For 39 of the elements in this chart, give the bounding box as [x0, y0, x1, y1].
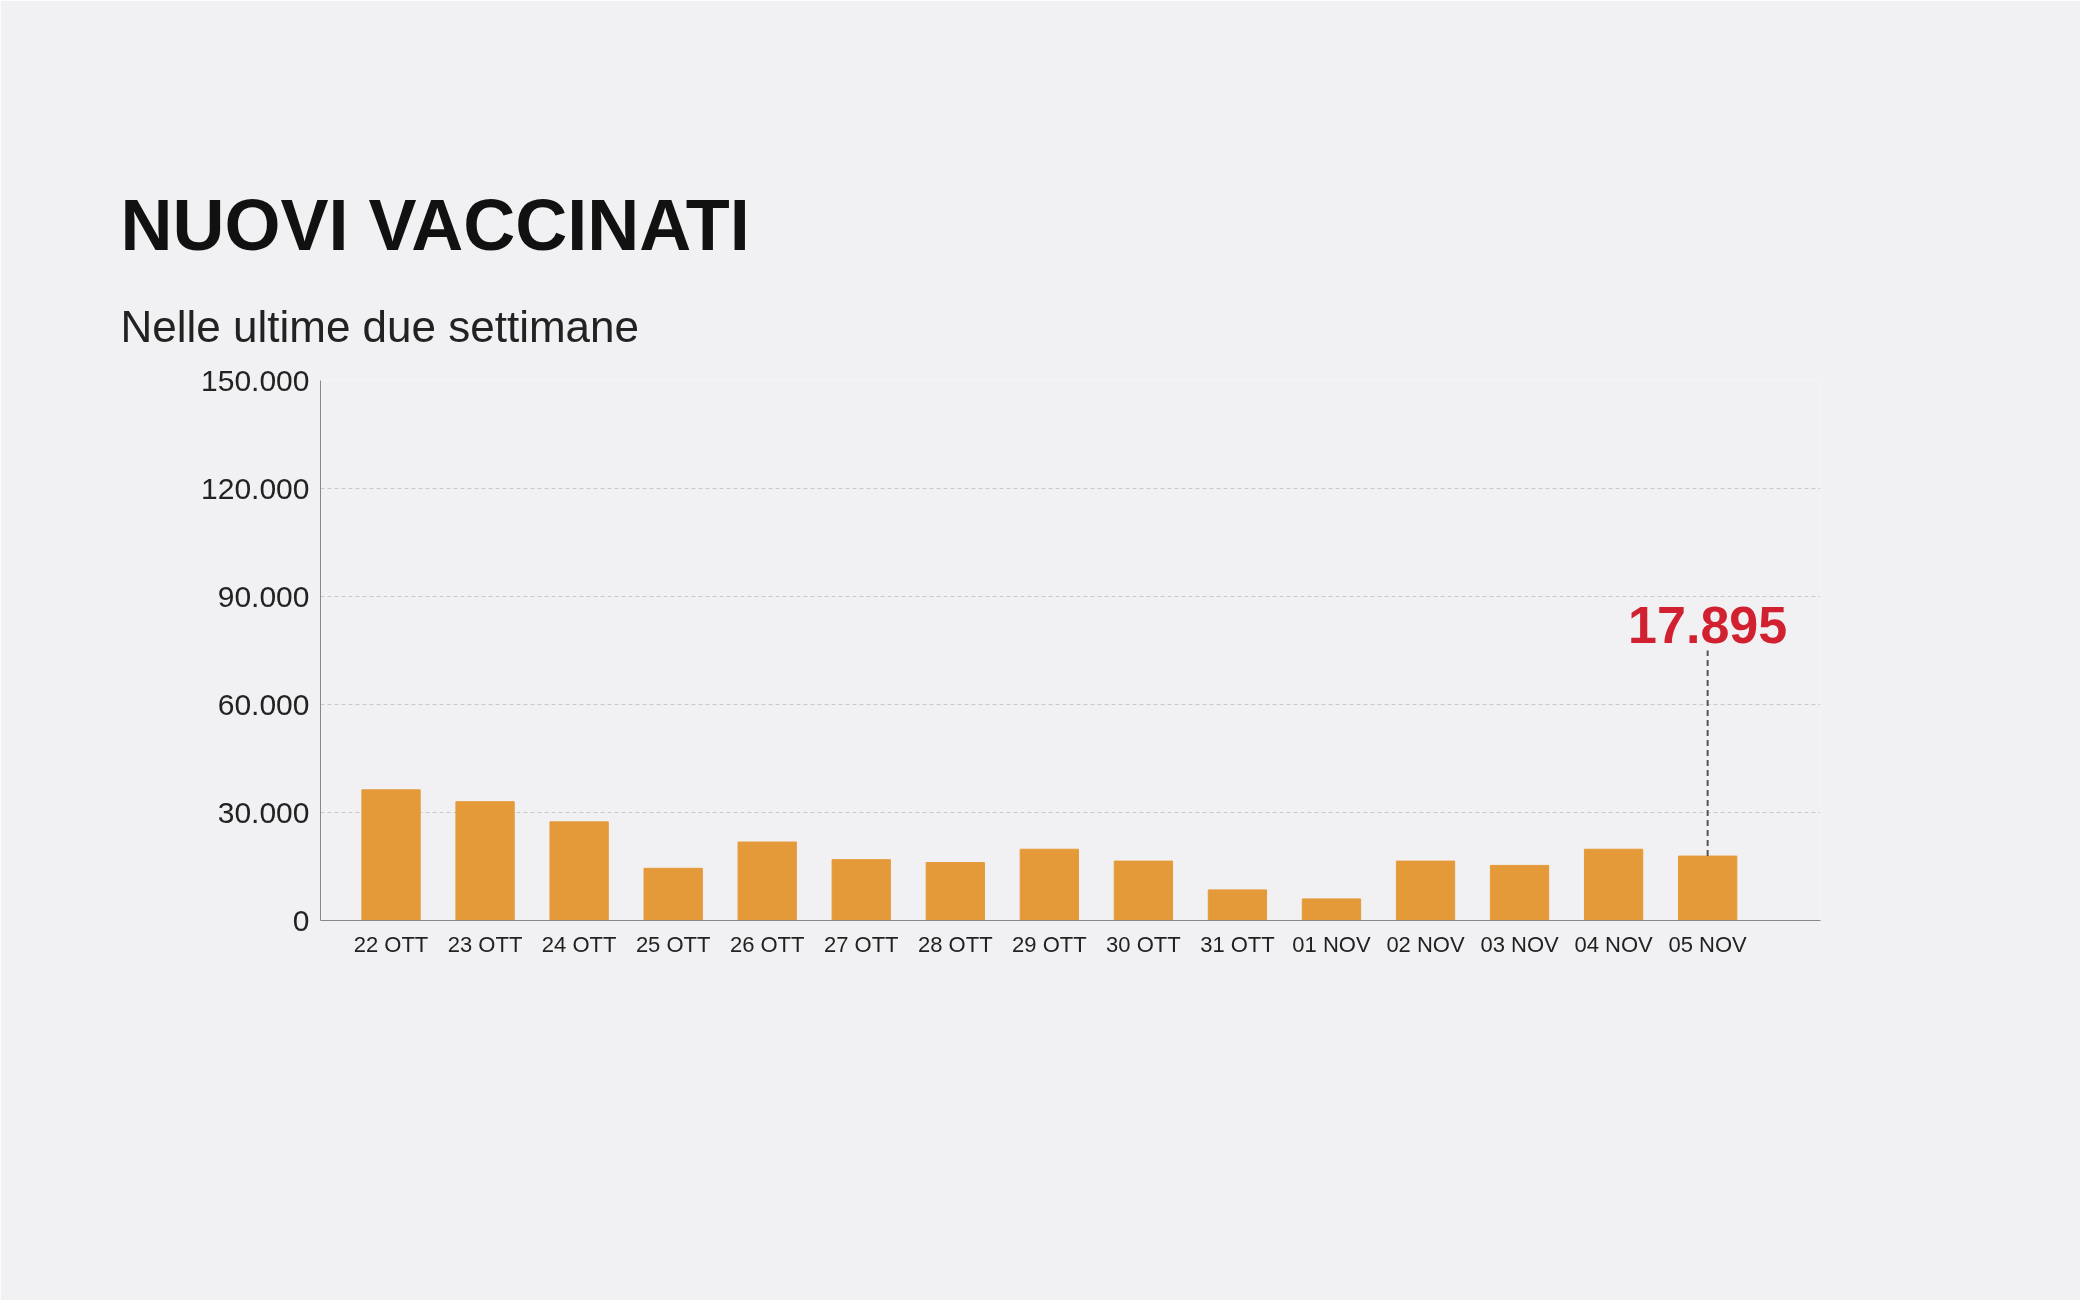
bar — [1677, 855, 1738, 921]
y-tick-label: 60.000 — [217, 687, 310, 721]
bar — [1395, 860, 1456, 921]
bar — [737, 841, 797, 921]
chart-title: NUOVI VACCINATI — [120, 184, 750, 265]
x-tick-label: 23 OTT — [447, 931, 523, 957]
x-tick-label: 02 NOV — [1386, 931, 1465, 957]
bar — [1019, 848, 1079, 921]
bar — [1301, 898, 1362, 921]
bar — [361, 789, 421, 921]
x-tick-label: 04 NOV — [1574, 931, 1654, 957]
y-tick-label: 150.000 — [201, 363, 310, 397]
bar — [1489, 864, 1550, 921]
x-tick-label: 28 OTT — [918, 931, 993, 957]
data-label: 17.895 — [1628, 595, 1788, 654]
x-tick-label: 05 NOV — [1668, 931, 1748, 957]
y-tick-label: 90.000 — [217, 579, 310, 613]
bar — [925, 862, 985, 921]
x-tick-label: 24 OTT — [541, 931, 617, 957]
x-tick-label: 26 OTT — [729, 931, 805, 957]
chart-subtitle: Nelle ultime due settimane — [120, 301, 639, 351]
bar — [831, 859, 891, 921]
x-tick-label: 31 OTT — [1200, 931, 1275, 957]
x-tick-label: 22 OTT — [353, 931, 429, 957]
y-tick-label: 0 — [292, 903, 310, 937]
x-tick-label: 01 NOV — [1292, 931, 1371, 957]
bar — [1583, 848, 1644, 921]
bar — [1207, 889, 1268, 921]
x-tick-label: 25 OTT — [635, 931, 711, 957]
bar — [455, 801, 515, 921]
y-tick-label: 120.000 — [201, 471, 310, 505]
x-tick-label: 29 OTT — [1012, 931, 1087, 957]
bar — [643, 867, 703, 921]
y-tick-label: 30.000 — [217, 795, 310, 829]
x-tick-label: 30 OTT — [1106, 931, 1181, 957]
x-tick-label: 03 NOV — [1480, 931, 1560, 957]
bar — [549, 821, 609, 921]
bar — [1113, 860, 1174, 921]
x-tick-label: 27 OTT — [823, 931, 899, 957]
